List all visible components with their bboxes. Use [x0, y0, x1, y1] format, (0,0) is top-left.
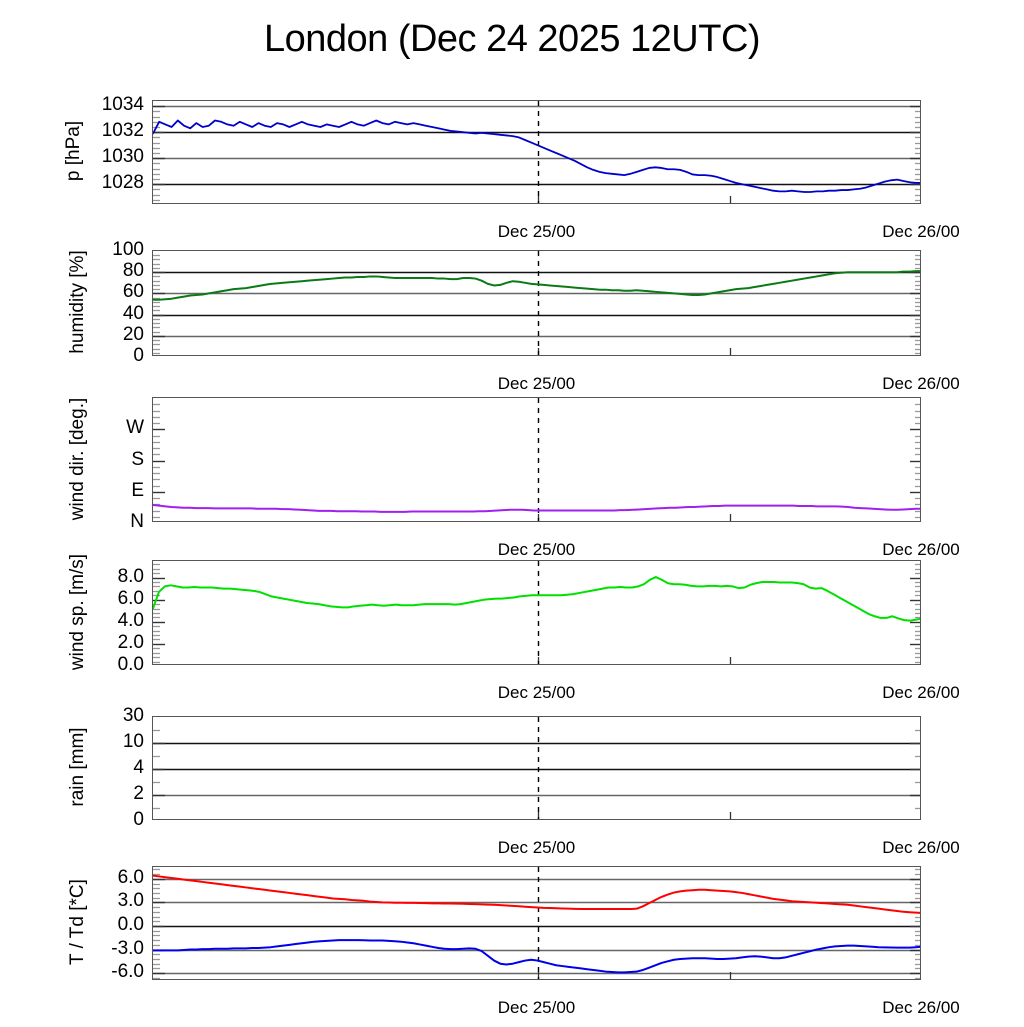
- y-tick-label: 1034: [101, 94, 144, 116]
- y-tick-label: 80: [122, 260, 144, 282]
- x-tick-label: Dec 26/00: [882, 683, 960, 702]
- y-tick-label: 3.0: [117, 890, 144, 912]
- series-svg-pressure: [153, 101, 920, 203]
- x-tick-label: Dec 25/00: [497, 998, 576, 1017]
- y-tick-label: S: [131, 448, 144, 470]
- series-svg-wind_direction: [153, 398, 920, 521]
- series-line-T: [153, 874, 920, 914]
- x-tick-label: Dec 25/00: [497, 683, 576, 702]
- plot-area-wind_direction[interactable]: [152, 397, 921, 522]
- x-tick-label: Dec 25/00: [497, 540, 576, 559]
- y-tick-label: 0: [133, 809, 144, 830]
- series-line-speed: [153, 576, 920, 622]
- y-tick-label: 10: [122, 731, 144, 752]
- page-title: London (Dec 24 2025 12UTC): [263, 18, 761, 60]
- y-tick-label: 0.0: [117, 913, 144, 935]
- y-tick-label: N: [130, 511, 144, 532]
- y-axis-label-temperature: T / Td [*C]: [67, 879, 88, 965]
- y-tick-label: 1030: [101, 146, 144, 168]
- plot-area-rain[interactable]: [152, 716, 921, 820]
- y-tick-label: 0.0: [117, 654, 144, 675]
- y-tick-label: 20: [122, 323, 144, 345]
- y-tick-labels-humidity: 0 20 40 60 80 100: [0, 240, 144, 365]
- y-tick-label: 60: [122, 281, 144, 303]
- y-tick-labels-temperature: -6.0 -3.0 0.0 3.0 6.0: [0, 866, 144, 983]
- series-svg-wind_speed: [153, 561, 920, 664]
- y-tick-label: 8.0: [117, 565, 144, 587]
- plot-area-wind_speed[interactable]: [152, 560, 921, 665]
- y-tick-label: 1032: [101, 120, 144, 142]
- y-axis-label-wind_speed: wind sp. [m/s]: [67, 553, 88, 670]
- y-tick-label: 2: [133, 783, 144, 804]
- y-tick-label: 0: [133, 345, 144, 366]
- series-line-p: [153, 119, 920, 193]
- series-svg-rain: [153, 717, 920, 819]
- y-tick-label: 4: [133, 757, 144, 778]
- y-tick-label: 6.0: [117, 587, 144, 609]
- y-tick-label: E: [131, 479, 144, 501]
- y-tick-labels-rain: 0 2 4 10 30: [0, 706, 144, 829]
- plot-area-humidity[interactable]: [152, 250, 921, 356]
- x-tick-label: Dec 26/00: [882, 998, 960, 1017]
- plot-area-temperature[interactable]: [152, 866, 921, 980]
- x-tick-label: Dec 26/00: [882, 838, 960, 857]
- y-axis-label-wind_direction: wind dir. [deg.]: [67, 397, 88, 520]
- y-tick-label: 4.0: [117, 609, 144, 631]
- series-svg-humidity: [153, 251, 920, 355]
- y-tick-label: 1028: [101, 172, 144, 194]
- y-axis-label-humidity: humidity [%]: [67, 250, 88, 354]
- y-tick-labels-pressure: 1028 1030 1032 1034: [0, 95, 144, 204]
- series-line-dir: [153, 503, 920, 513]
- x-tick-label: Dec 26/00: [882, 374, 960, 393]
- y-tick-label: 30: [122, 705, 144, 726]
- y-tick-label: 100: [112, 239, 144, 260]
- y-tick-label: -6.0: [111, 961, 144, 983]
- series-line-Td: [153, 939, 920, 974]
- y-tick-label: W: [126, 417, 144, 439]
- y-axis-label-rain: rain [mm]: [67, 727, 88, 807]
- y-tick-label: 6.0: [117, 866, 144, 888]
- plot-area-pressure[interactable]: [152, 100, 921, 204]
- y-axis-label-pressure: p [hPa]: [63, 120, 84, 182]
- y-tick-label: -3.0: [111, 937, 144, 959]
- x-tick-label: Dec 25/00: [497, 374, 576, 393]
- y-tick-label: 2.0: [117, 631, 144, 653]
- series-line-RH: [153, 270, 920, 301]
- series-svg-temperature: [153, 867, 920, 979]
- x-tick-label: Dec 26/00: [882, 222, 960, 241]
- x-tick-label: Dec 25/00: [497, 222, 576, 241]
- y-tick-label: 40: [122, 302, 144, 324]
- y-tick-labels-wind_speed: 0.0 2.0 4.0 6.0 8.0: [0, 560, 144, 674]
- x-tick-label: Dec 26/00: [882, 540, 960, 559]
- x-tick-label: Dec 25/00: [497, 838, 576, 857]
